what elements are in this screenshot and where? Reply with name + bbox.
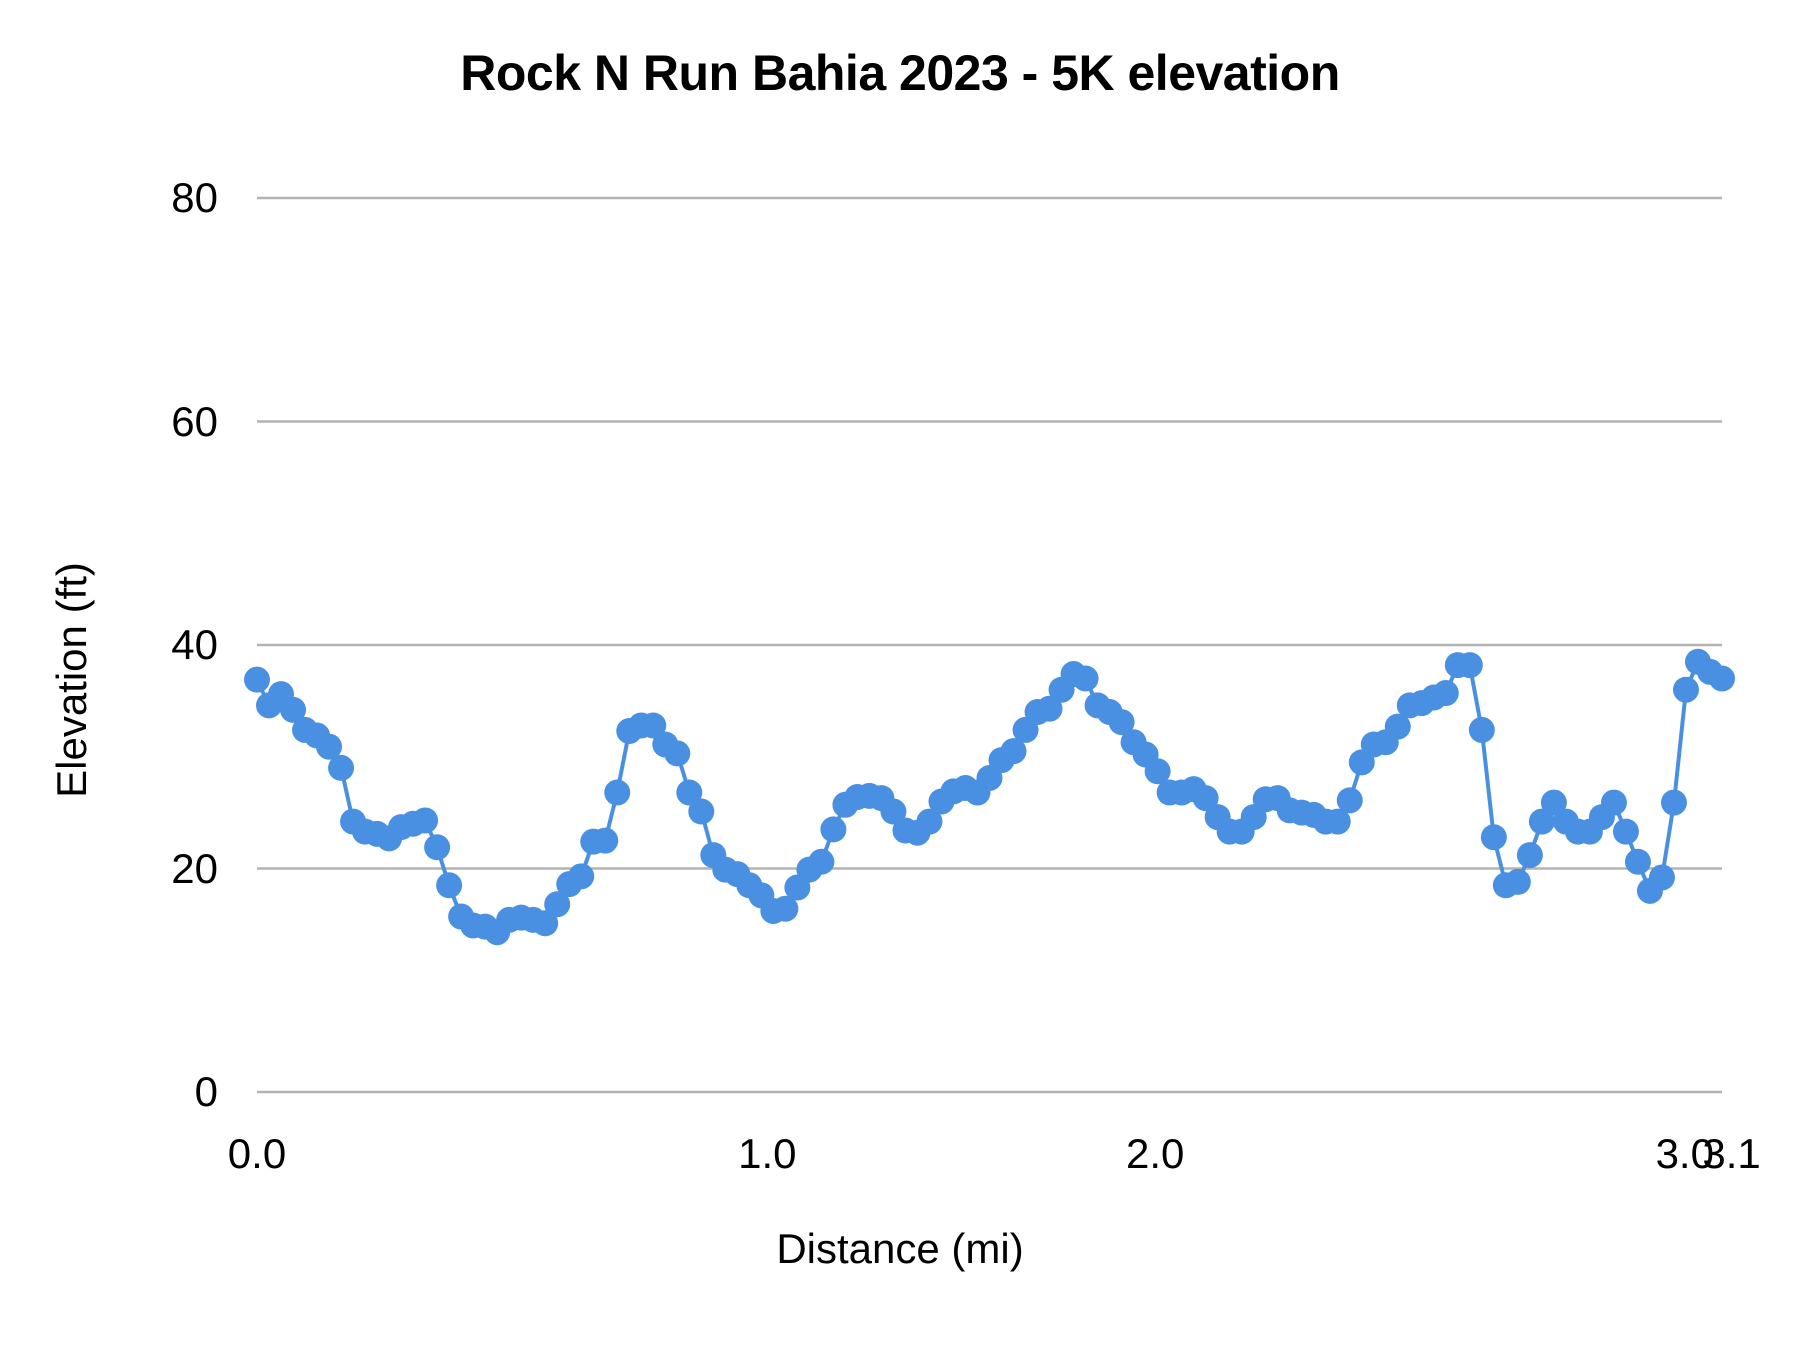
data-point[interactable] [1600, 789, 1627, 816]
data-point[interactable] [568, 863, 595, 890]
data-point[interactable] [316, 733, 343, 760]
data-point[interactable] [676, 779, 703, 806]
data-point[interactable] [1000, 738, 1027, 765]
data-point[interactable] [1036, 695, 1063, 722]
y-tick-label: 20 [171, 844, 218, 892]
y-tick-label: 80 [171, 174, 218, 221]
data-point[interactable] [916, 808, 943, 835]
data-point[interactable] [1709, 665, 1735, 692]
data-point[interactable] [1624, 848, 1651, 875]
data-point[interactable] [664, 740, 691, 767]
chart-title: Rock N Run Bahia 2023 - 5K elevation [460, 45, 1340, 101]
data-point[interactable] [1480, 824, 1507, 851]
x-tick-label: 3.0 [1655, 1130, 1714, 1177]
data-point[interactable] [532, 910, 559, 937]
x-tick-label: 0.0 [227, 1130, 287, 1177]
data-point[interactable] [544, 891, 571, 918]
data-point[interactable] [1612, 818, 1639, 845]
elevation-series [244, 648, 1735, 946]
data-point[interactable] [820, 816, 847, 843]
y-tick-label: 60 [171, 397, 218, 445]
data-point[interactable] [1528, 808, 1555, 835]
data-point[interactable] [640, 712, 667, 739]
data-point[interactable] [436, 872, 463, 899]
data-point[interactable] [1504, 868, 1531, 895]
data-point[interactable] [808, 848, 835, 875]
x-tick-label: 1.0 [738, 1130, 797, 1177]
data-point[interactable] [1468, 716, 1495, 743]
data-point[interactable] [1336, 787, 1363, 814]
y-tick-label: 0 [194, 1068, 218, 1115]
x-tick-label: 2.0 [1126, 1130, 1185, 1177]
data-point[interactable] [592, 827, 619, 854]
data-point[interactable] [1516, 842, 1543, 869]
data-point[interactable] [1432, 680, 1459, 707]
data-point[interactable] [1144, 758, 1171, 785]
gridlines [257, 196, 1722, 1094]
data-point[interactable] [1648, 864, 1675, 891]
data-point[interactable] [328, 754, 355, 781]
data-point[interactable] [244, 666, 270, 693]
data-point[interactable] [1660, 789, 1687, 816]
data-point[interactable] [424, 834, 451, 861]
data-point[interactable] [1108, 709, 1135, 736]
x-axis-label: Distance (mi) [776, 1225, 1024, 1272]
x-tick-label: 3.1 [1702, 1130, 1761, 1177]
data-point[interactable] [1324, 808, 1351, 835]
data-point[interactable] [280, 696, 307, 723]
data-point[interactable] [1384, 713, 1411, 740]
data-point[interactable] [604, 779, 631, 806]
data-point[interactable] [1672, 676, 1699, 703]
data-point[interactable] [1540, 789, 1567, 816]
y-tick-label: 40 [171, 621, 218, 668]
data-point[interactable] [880, 798, 907, 825]
data-point[interactable] [688, 798, 715, 825]
data-point[interactable] [1072, 665, 1099, 692]
data-point[interactable] [412, 807, 439, 834]
data-point[interactable] [772, 895, 799, 922]
data-point[interactable] [1192, 785, 1219, 812]
data-point[interactable] [1456, 652, 1483, 679]
